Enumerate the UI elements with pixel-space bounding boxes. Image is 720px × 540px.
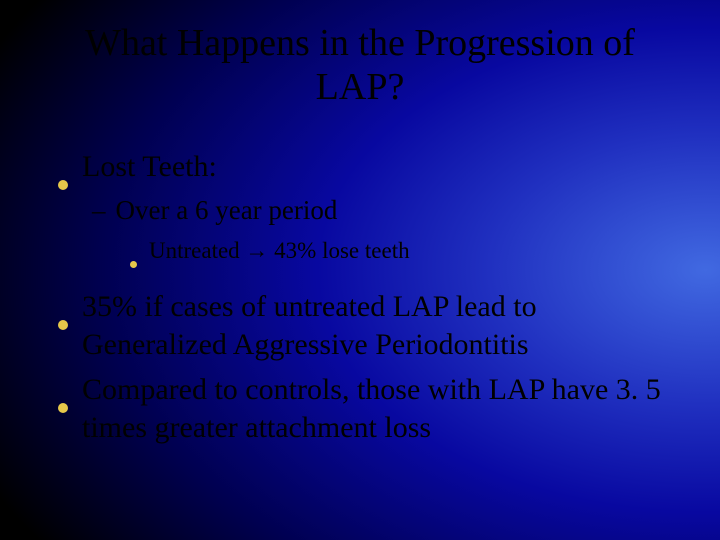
- bullet-text: Over a 6 year period: [116, 194, 338, 228]
- bullet-text: Lost Teeth:: [82, 148, 217, 186]
- bullet-text: Untreated → 43% lose teeth: [149, 237, 410, 266]
- bullet-icon: [130, 261, 137, 268]
- slide: What Happens in the Progression of LAP? …: [0, 0, 720, 540]
- slide-title: What Happens in the Progression of LAP?: [40, 22, 680, 109]
- bullet-l3: Untreated → 43% lose teeth: [130, 237, 680, 266]
- bullet-l1: 35% if cases of untreated LAP lead to Ge…: [58, 288, 680, 363]
- bullet-icon: [58, 320, 68, 330]
- slide-body: Lost Teeth: – Over a 6 year period Untre…: [58, 148, 680, 454]
- bullet-l1: Compared to controls, those with LAP hav…: [58, 371, 680, 446]
- bullet-l2: – Over a 6 year period: [92, 194, 680, 228]
- bullet-icon: [58, 180, 68, 190]
- dash-icon: –: [92, 194, 106, 228]
- bullet-l1: Lost Teeth:: [58, 148, 680, 186]
- bullet-text: 35% if cases of untreated LAP lead to Ge…: [82, 288, 680, 363]
- bullet-icon: [58, 403, 68, 413]
- bullet-text: Compared to controls, those with LAP hav…: [82, 371, 680, 446]
